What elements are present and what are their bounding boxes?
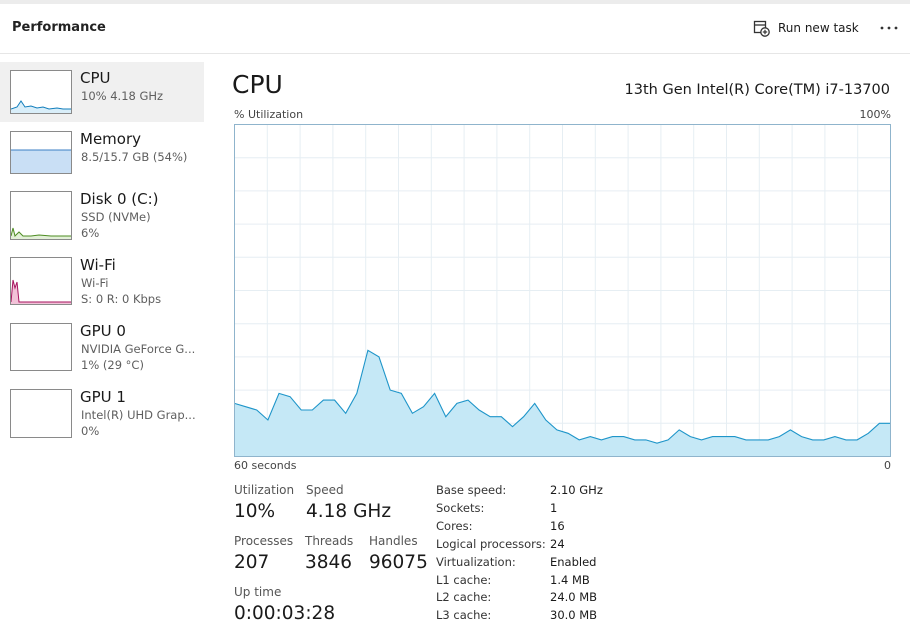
spec-label: Virtualization:: [436, 554, 516, 569]
thumbnail-graph: [10, 100, 71, 113]
item-detail: 1% (29 °C): [81, 358, 144, 372]
item-detail: NVIDIA GeForce G...: [81, 342, 196, 356]
item-detail: S: 0 R: 0 Kbps: [81, 292, 162, 306]
stat-label: Utilization: [234, 483, 295, 497]
thumbnail-graph: [11, 149, 71, 173]
spec-value: 1: [550, 500, 558, 515]
spec-label: Sockets:: [436, 500, 485, 515]
item-detail: 10% 4.18 GHz: [81, 89, 164, 103]
spec-value: 24: [550, 536, 565, 551]
item-detail: Wi-Fi: [81, 276, 109, 290]
spec-label: Base speed:: [436, 483, 507, 497]
thumbnail-fill: [11, 150, 71, 173]
item-name: Disk 0 (C:): [80, 190, 159, 208]
item-name: CPU: [80, 69, 111, 87]
spec-value: Enabled: [550, 554, 597, 569]
thumbnail-line: [10, 227, 71, 237]
spec-value: 24.0 MB: [550, 590, 598, 605]
stat-value: 4.18 GHz: [306, 501, 392, 522]
stat-value: 0:00:03:28: [234, 603, 336, 624]
main-title: CPU: [232, 70, 283, 99]
stat-label: Handles: [369, 534, 418, 548]
thumbnail-graph: [10, 227, 71, 239]
stat-label: Processes: [234, 534, 294, 548]
stat-value: 207: [234, 552, 270, 573]
item-detail: 8.5/15.7 GB (54%): [81, 150, 188, 164]
item-detail: Intel(R) UHD Grap...: [81, 408, 196, 422]
spec-label: Logical processors:: [436, 536, 546, 551]
cpu-line: [234, 349, 891, 444]
spec-value: 16: [550, 518, 565, 533]
spec-label: Cores:: [436, 518, 473, 533]
header-divider: [0, 53, 910, 54]
thumbnail-line: [10, 279, 71, 303]
processor-name: 13th Gen Intel(R) Core(TM) i7-13700: [624, 82, 890, 98]
stat-label: Up time: [234, 585, 282, 599]
stat-label: Speed: [306, 483, 344, 497]
item-name: Memory: [80, 130, 142, 148]
thumbnail: [10, 257, 72, 305]
thumbnail: [10, 389, 72, 438]
thumbnail-line: [10, 100, 71, 110]
y-top-label: 100%: [859, 108, 891, 121]
y-label: % Utilization: [234, 108, 304, 121]
thumbnail-graph: [10, 279, 71, 304]
spec-label: L1 cache:: [436, 572, 492, 587]
more-menu[interactable]: [879, 22, 899, 34]
item-detail: 6%: [81, 226, 100, 240]
spec-label: L2 cache:: [436, 590, 492, 605]
item-name: Wi-Fi: [80, 256, 116, 274]
spec-value: 1.4 MB: [550, 572, 590, 587]
run-new-task[interactable]: Run new task: [778, 21, 859, 35]
thumbnail: [10, 191, 72, 240]
spec-label: L3 cache:: [436, 608, 492, 623]
thumbnail-fill: [11, 280, 71, 304]
stat-value: 96075: [369, 552, 428, 573]
cpu-area: [234, 350, 891, 457]
plot-border: [234, 124, 891, 457]
x-start-label: 60 seconds: [234, 459, 297, 472]
top-band: [0, 0, 910, 4]
stat-value: 3846: [305, 552, 353, 573]
cpu-graph: [234, 124, 891, 457]
thumbnail: [10, 70, 72, 114]
spec-value: 30.0 MB: [550, 608, 598, 623]
stat-label: Threads: [305, 534, 354, 548]
thumbnail: [10, 323, 72, 371]
thumbnail-fill: [11, 101, 71, 113]
item-detail: SSD (NVMe): [81, 210, 151, 224]
item-name: GPU 0: [80, 322, 126, 340]
run-task-icon[interactable]: [753, 20, 770, 37]
stat-value: 10%: [234, 501, 276, 522]
thumbnail: [10, 131, 72, 174]
item-detail: 0%: [81, 424, 100, 438]
x-end-label: 0: [884, 459, 891, 472]
item-name: GPU 1: [80, 388, 126, 406]
page-title: Performance: [12, 20, 106, 35]
spec-value: 2.10 GHz: [550, 483, 603, 497]
